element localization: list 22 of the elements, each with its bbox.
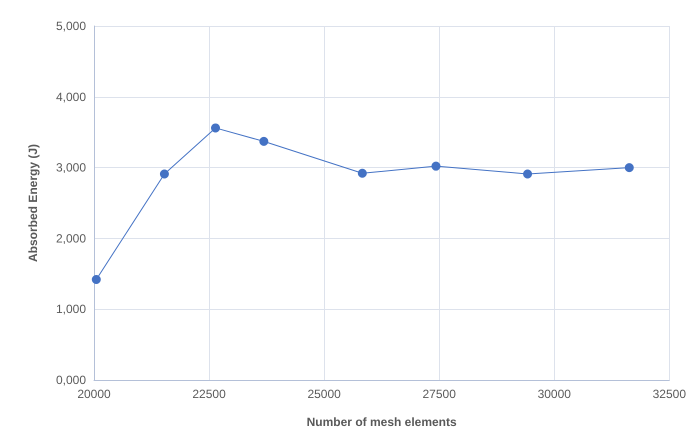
y-tick-label: 4,000 [56, 90, 86, 104]
point [358, 168, 367, 178]
y-tick-label: 5,000 [56, 19, 86, 33]
point [211, 123, 220, 132]
y-axis-title: Absorbed Energy (J) [26, 144, 40, 262]
point [431, 162, 440, 171]
x-tick-label: 27500 [422, 387, 456, 401]
point [259, 136, 268, 146]
y-tick-label: 2,000 [56, 231, 86, 246]
point [92, 274, 101, 284]
point [523, 169, 532, 178]
x-tick-label: 25000 [307, 387, 342, 401]
y-tick-label: 1,000 [56, 302, 86, 316]
point [160, 169, 169, 178]
point [624, 163, 634, 172]
x-tick-label: 22500 [192, 387, 226, 401]
x-tick-label: 32500 [652, 387, 686, 401]
y-tick-label: 3,000 [56, 160, 86, 175]
x-axis-title: Number of mesh elements [306, 415, 457, 429]
x-tick-label: 30000 [538, 387, 572, 401]
x-tick-label: 20000 [77, 387, 112, 401]
y-tick-label: 0,000 [56, 373, 86, 387]
